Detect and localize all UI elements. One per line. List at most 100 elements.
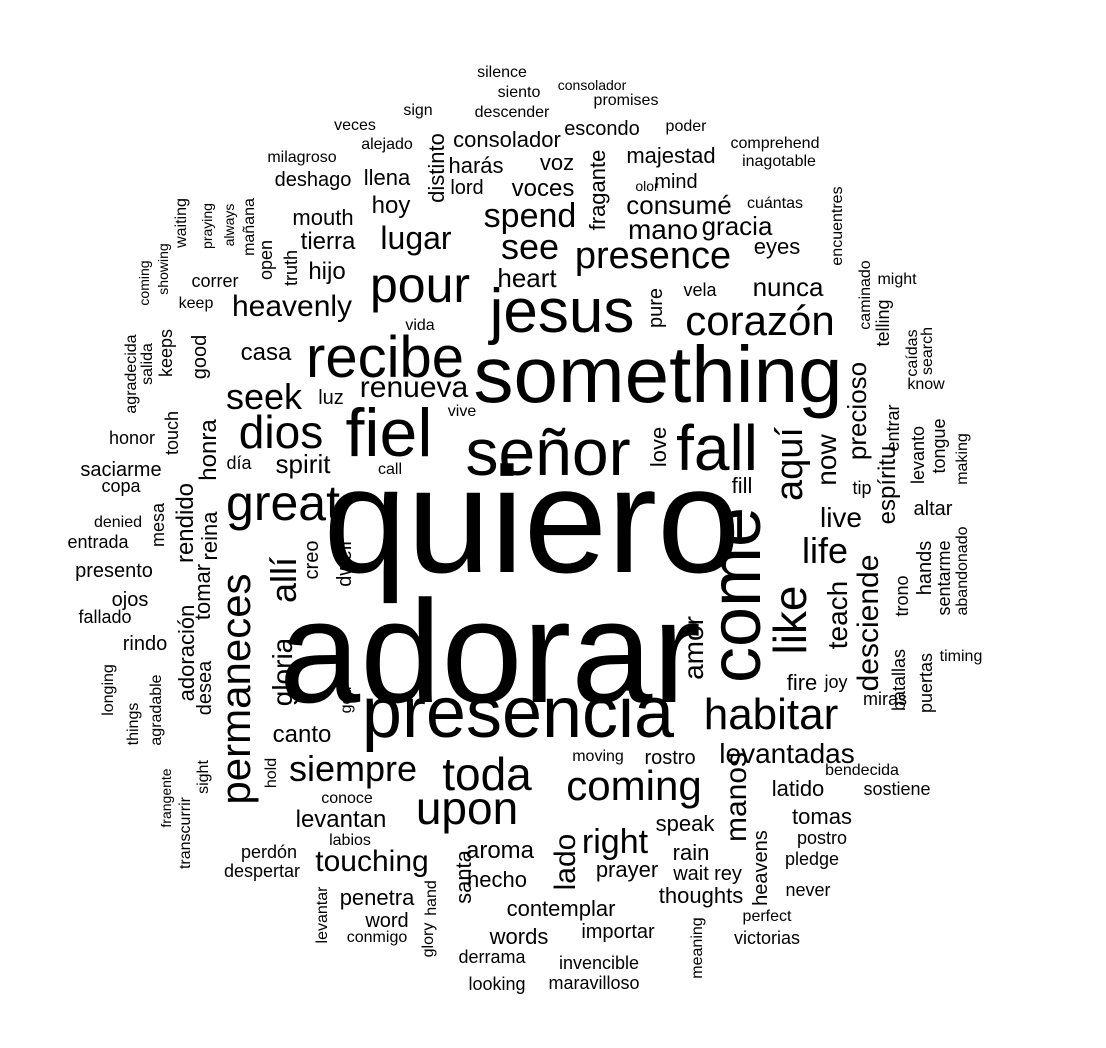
cloud-word: heart — [497, 263, 557, 293]
cloud-word: fire — [786, 670, 818, 695]
cloud-word: rain — [672, 840, 710, 865]
cloud-word: rey — [714, 863, 742, 885]
cloud-word: honor — [108, 428, 156, 448]
cloud-word: pledge — [784, 849, 840, 869]
cloud-word: entrada — [67, 532, 129, 552]
cloud-word: mouth — [292, 205, 354, 230]
cloud-word: word — [365, 910, 409, 932]
cloud-word: coming — [136, 260, 152, 306]
cloud-word: live — [819, 502, 863, 533]
cloud-word: postro — [796, 828, 848, 848]
cloud-word: something — [473, 330, 843, 419]
cloud-word: glory — [420, 922, 437, 958]
cloud-word: bendecida — [825, 762, 899, 779]
cloud-word: teach — [822, 580, 853, 650]
cloud-word: agradable — [148, 674, 165, 746]
cloud-word: things — [125, 702, 142, 746]
cloud-word: contemplar — [506, 896, 616, 921]
cloud-word: mano — [627, 214, 699, 245]
cloud-word: quiero — [323, 436, 741, 604]
cloud-word: waiting — [173, 198, 190, 248]
cloud-word: voz — [539, 150, 575, 175]
cloud-word: comprehend — [730, 135, 820, 152]
cloud-word: permaneces — [212, 573, 259, 805]
cloud-word: tongue — [929, 418, 949, 474]
cloud-word: harás — [448, 153, 504, 178]
cloud-word: praying — [199, 203, 215, 249]
cloud-word: pure — [645, 287, 667, 329]
cloud-word: great — [226, 475, 340, 531]
cloud-word: aquí — [769, 427, 811, 501]
cloud-word: god — [338, 686, 355, 714]
cloud-word: prayer — [595, 857, 659, 882]
cloud-word: altar — [913, 498, 953, 520]
cloud-word: like — [764, 585, 816, 655]
cloud-word: abandonado — [954, 526, 971, 616]
cloud-word: levanto — [908, 425, 928, 485]
cloud-word: moving — [572, 748, 624, 765]
cloud-word: mesa — [148, 502, 168, 548]
cloud-word: deshago — [274, 169, 352, 191]
cloud-word: poder — [665, 118, 707, 135]
cloud-word: search — [919, 326, 936, 376]
cloud-word: labios — [329, 832, 371, 849]
cloud-word: toda — [442, 748, 532, 800]
cloud-word: good — [189, 334, 211, 380]
cloud-word: presence — [574, 235, 732, 277]
cloud-word: consumé — [626, 190, 732, 220]
cloud-word: lord — [450, 177, 484, 199]
cloud-word: rostro — [644, 747, 696, 769]
cloud-word: miras — [863, 689, 907, 709]
cloud-word: siento — [497, 84, 541, 101]
cloud-word: telling — [873, 299, 893, 347]
cloud-word: día — [226, 453, 252, 473]
cloud-word: coming — [566, 762, 702, 809]
cloud-word: fall — [676, 412, 758, 484]
cloud-word: fill — [731, 473, 753, 498]
cloud-word: penetra — [339, 885, 415, 910]
cloud-word: presencia — [361, 673, 675, 753]
cloud-word: tierra — [300, 228, 356, 255]
cloud-word: fragante — [585, 149, 610, 231]
cloud-word: descender — [474, 104, 550, 121]
cloud-word: cuántas — [746, 195, 804, 212]
cloud-word: speak — [655, 811, 715, 836]
cloud-word: denied — [93, 514, 143, 531]
cloud-word: vela — [683, 280, 717, 300]
cloud-word: vida — [405, 317, 435, 334]
cloud-word: milagroso — [267, 149, 337, 166]
cloud-word: llena — [363, 165, 411, 190]
cloud-word: hands — [914, 540, 936, 596]
cloud-word: vive — [447, 403, 477, 420]
cloud-word: despertar — [223, 861, 301, 881]
cloud-word: desciende — [852, 554, 885, 692]
cloud-word: might — [877, 271, 917, 288]
cloud-word: perdón — [240, 842, 298, 862]
cloud-word: creo — [301, 540, 323, 580]
cloud-word: importar — [581, 921, 655, 943]
cloud-word: casa — [240, 339, 292, 366]
cloud-word: renueva — [359, 371, 469, 404]
cloud-word: see — [500, 226, 560, 267]
cloud-word: always — [221, 203, 237, 247]
cloud-word: manos — [720, 751, 753, 843]
cloud-word: amor — [678, 616, 709, 680]
cloud-word: right — [581, 823, 649, 861]
cloud-word: levantadas — [719, 738, 855, 769]
cloud-word: precioso — [842, 361, 872, 461]
cloud-word: correr — [191, 271, 239, 291]
cloud-word: adorar — [278, 570, 702, 733]
cloud-word: promises — [593, 92, 659, 109]
cloud-word: longing — [100, 664, 117, 716]
cloud-word: conoce — [321, 790, 373, 807]
cloud-word: recibe — [306, 325, 464, 390]
cloud-word: habitar — [703, 690, 839, 739]
cloud-word: conmigo — [346, 929, 408, 946]
cloud-word: upon — [415, 782, 519, 834]
cloud-word: fiel — [345, 395, 433, 471]
cloud-word: luz — [318, 387, 344, 409]
cloud-word: now — [811, 434, 842, 486]
cloud-word: joy — [824, 672, 848, 692]
cloud-word: reina — [197, 511, 222, 561]
cloud-word: meaning — [689, 917, 706, 979]
